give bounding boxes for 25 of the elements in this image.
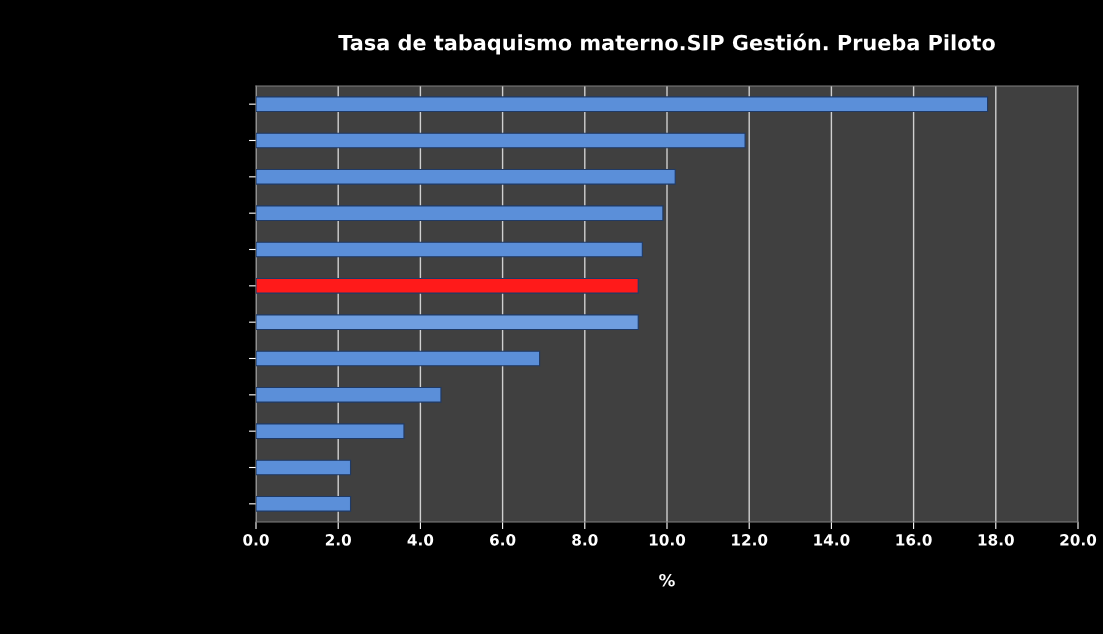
bar bbox=[256, 387, 442, 403]
bar bbox=[256, 350, 541, 367]
x-tick-label: 14.0 bbox=[814, 534, 850, 546]
x-axis-title: % bbox=[659, 573, 675, 587]
x-tick-label: 2.0 bbox=[325, 534, 351, 546]
bar bbox=[256, 278, 639, 294]
bar bbox=[256, 169, 676, 185]
x-tick-label: 4.0 bbox=[407, 534, 434, 546]
bar bbox=[256, 314, 639, 330]
x-tick-label: 20.0 bbox=[1060, 534, 1097, 546]
bar bbox=[256, 423, 405, 439]
bar bbox=[256, 205, 664, 221]
chart-title: Tasa de tabaquismo materno.SIP Gestión. Prueba Piloto bbox=[338, 33, 995, 55]
bar bbox=[256, 241, 643, 258]
bar bbox=[256, 132, 746, 149]
x-tick-label: 18.0 bbox=[978, 534, 1014, 546]
x-tick-label: 16.0 bbox=[896, 534, 932, 546]
x-tick-label: 12.0 bbox=[732, 534, 768, 546]
x-tick-label: 8.0 bbox=[572, 534, 598, 546]
bar bbox=[256, 496, 352, 512]
x-tick-label: 6.0 bbox=[490, 534, 516, 546]
x-tick-label: 0.0 bbox=[243, 534, 269, 546]
bar bbox=[256, 459, 352, 476]
bar bbox=[256, 96, 989, 112]
x-tick-label: 10.0 bbox=[649, 534, 686, 546]
